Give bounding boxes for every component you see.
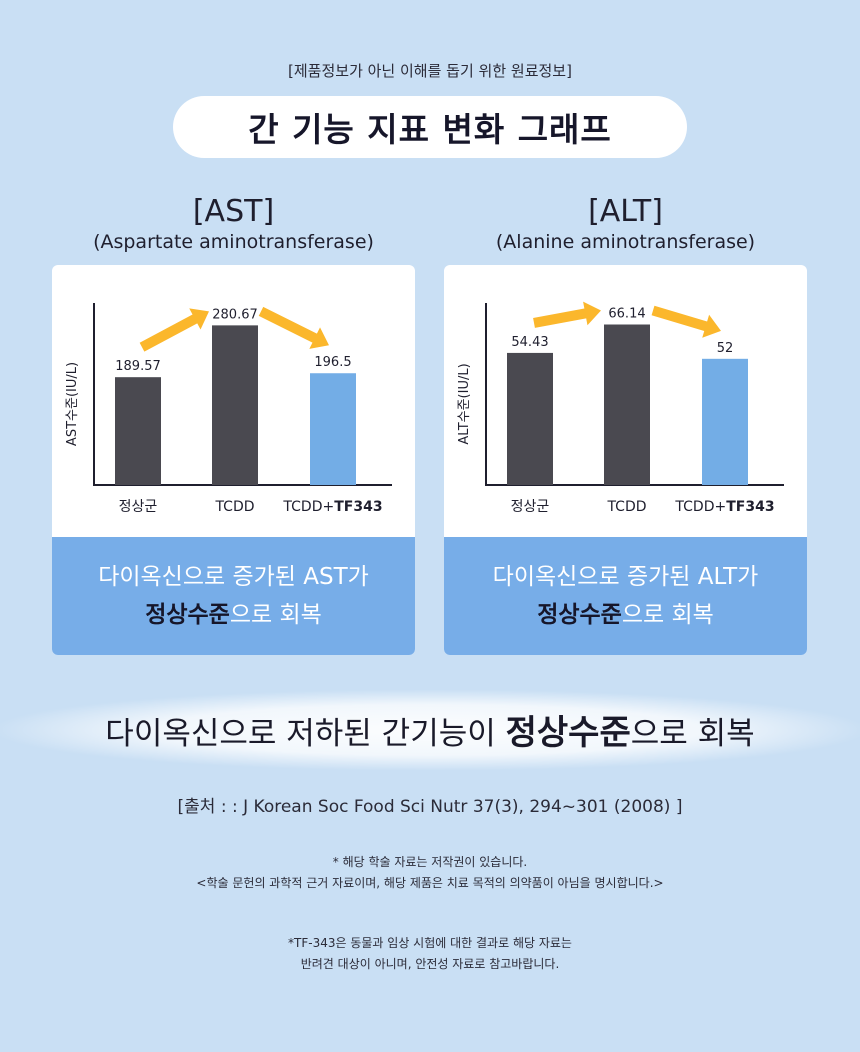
ast-caption: 다이옥신으로 증가된 AST가 정상수준으로 회복 [52, 537, 415, 655]
alt-value-label-0: 54.43 [511, 335, 548, 350]
tf-note-line2: 반려견 대상이 아니며, 안전성 자료로 참고바랍니다. [300, 957, 560, 971]
headline: 다이옥신으로 저하된 간기능이 정상수준으로 회복 [0, 705, 860, 754]
alt-bar-0 [507, 352, 553, 485]
alt-panel-header: [ALT] (Alanine aminotransferase) [444, 195, 807, 255]
alt-heading: [ALT] [588, 194, 663, 229]
ast-arrow-down-shape [258, 306, 330, 349]
alt-bar-1 [604, 324, 650, 485]
alt-arrow-down [651, 305, 722, 338]
alt-caption-strong: 정상수준 [537, 602, 622, 628]
ast-category-label-1-main: TCDD [214, 499, 254, 515]
ast-bar-1 [212, 325, 258, 485]
ast-category-label-2: TCDD+TF343 [282, 499, 382, 515]
page-title: 간 기능 지표 변화 그래프 [173, 96, 687, 158]
alt-bar-chart: ALT수준(IU/L) 54.43 정상군 66.14 TCDD 52 TCDD+TF343 [457, 301, 784, 515]
copyright-note-line2: <학술 문헌의 과학적 근거 자료이며, 해당 제품은 치료 목적의 의약품이 … [196, 876, 664, 890]
notice-text: [제품정보가 아닌 이해를 돕기 위한 원료정보] [288, 62, 572, 80]
tf-note-line1: *TF-343은 동물과 임상 시험에 대한 결과로 해당 자료는 [288, 936, 572, 950]
ast-caption-line1: 다이옥신으로 증가된 AST가 [98, 564, 369, 590]
alt-chart-card: ALT수준(IU/L) 54.43 정상군 66.14 TCDD 52 TCDD+TF343… [444, 265, 807, 655]
alt-caption-rest: 으로 회복 [621, 602, 714, 628]
ast-panel-header: [AST] (Aspartate aminotransferase) [52, 195, 415, 255]
ast-bar-2 [310, 373, 356, 485]
alt-category-label-2-bold: TF343 [726, 499, 774, 515]
ast-caption-strong: 정상수준 [145, 602, 230, 628]
alt-arrow-up-shape [533, 301, 601, 328]
alt-arrow-up [533, 301, 601, 328]
ast-heading: [AST] [192, 194, 275, 229]
ast-y-axis-label: AST수준(IU/L) [65, 362, 80, 446]
headline-glow [0, 690, 860, 770]
ast-caption-line2: 정상수준으로 회복 [52, 596, 415, 634]
ast-subheading: (Aspartate aminotransferase) [93, 231, 374, 253]
alt-category-label-1-main: TCDD [606, 499, 646, 515]
ast-arrow-up-shape [139, 308, 210, 352]
ast-bar-0 [115, 377, 161, 485]
alt-category-label-2: TCDD+TF343 [674, 499, 774, 515]
tf-note: *TF-343은 동물과 임상 시험에 대한 결과로 해당 자료는 반려견 대상… [0, 933, 860, 975]
alt-category-label-1: TCDD [606, 499, 646, 515]
source-citation: [출처 : : J Korean Soc Food Sci Nutr 37(3)… [177, 797, 683, 817]
copyright-note: * 해당 학술 자료는 저작권이 있습니다. <학술 문헌의 과학적 근거 자료… [0, 852, 860, 894]
copyright-note-line1: * 해당 학술 자료는 저작권이 있습니다. [332, 855, 528, 869]
ast-category-label-1: TCDD [214, 499, 254, 515]
ast-value-label-0: 189.57 [115, 359, 161, 374]
ast-arrow-up [139, 308, 210, 352]
ast-value-label-2: 196.5 [314, 355, 351, 370]
ast-arrow-down [258, 306, 330, 349]
ast-value-label-1: 280.67 [212, 307, 258, 322]
alt-arrow-down-shape [651, 305, 722, 338]
headline-prefix: 다이옥신으로 저하된 간기능이 [105, 716, 506, 752]
alt-category-label-2-main: TCDD+ [674, 499, 726, 515]
alt-value-label-2: 52 [717, 341, 734, 356]
headline-strong: 정상수준 [505, 713, 631, 753]
alt-caption-line2: 정상수준으로 회복 [444, 596, 807, 634]
alt-subheading: (Alanine aminotransferase) [495, 231, 756, 253]
ast-category-label-2-bold: TF343 [334, 499, 382, 515]
alt-value-label-1: 66.14 [608, 307, 645, 322]
ast-bar-chart: AST수준(IU/L) 189.57 정상군 280.67 TCDD 196.5 TCDD+… [65, 303, 392, 515]
alt-bar-2 [702, 358, 748, 485]
alt-category-label-0: 정상군 [511, 499, 550, 515]
alt-caption: 다이옥신으로 증가된 ALT가 정상수준으로 회복 [444, 537, 807, 655]
alt-y-axis-label: ALT수준(IU/L) [457, 363, 472, 444]
ast-caption-rest: 으로 회복 [229, 602, 322, 628]
alt-caption-line1: 다이옥신으로 증가된 ALT가 [492, 564, 759, 590]
ast-category-label-0-main: 정상군 [119, 499, 158, 515]
ast-category-label-0: 정상군 [119, 499, 158, 515]
ast-category-label-2-main: TCDD+ [282, 499, 334, 515]
ast-chart-card: AST수준(IU/L) 189.57 정상군 280.67 TCDD 196.5 TCDD+… [52, 265, 415, 655]
headline-suffix: 으로 회복 [630, 716, 755, 752]
alt-category-label-0-main: 정상군 [511, 499, 550, 515]
